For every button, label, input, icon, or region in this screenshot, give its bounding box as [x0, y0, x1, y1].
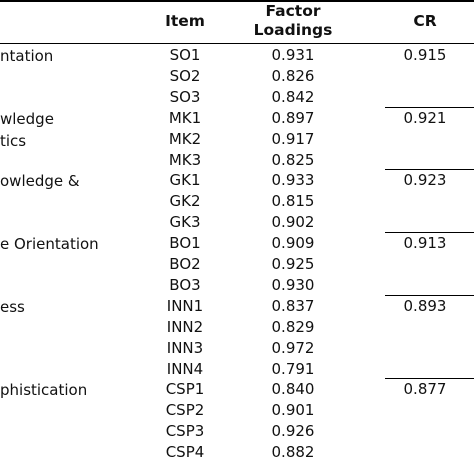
- header-cr: CR: [413, 12, 437, 30]
- group-separator: [385, 232, 474, 234]
- construct-label: tics: [0, 131, 27, 150]
- factor-loading-value: 0.930: [271, 275, 315, 294]
- item-code: CSP2: [165, 401, 205, 420]
- construct-label: phistication: [0, 381, 88, 400]
- factor-loading-value: 0.917: [271, 129, 315, 148]
- factor-loading-value: 0.972: [271, 338, 315, 357]
- item-code: GK1: [169, 171, 201, 190]
- cr-value: 0.913: [403, 234, 447, 253]
- factor-loading-value: 0.897: [271, 108, 315, 127]
- item-code: BO2: [169, 255, 201, 273]
- factor-loading-value: 0.931: [271, 46, 315, 64]
- factor-loading-value: 0.882: [271, 443, 315, 462]
- factor-loading-value: 0.825: [271, 150, 315, 169]
- cr-value: 0.921: [403, 108, 447, 127]
- factor-loading-value: 0.925: [271, 255, 315, 273]
- item-code: BO3: [169, 275, 201, 294]
- factor-loading-value: 0.902: [271, 213, 315, 232]
- cr-value: 0.915: [403, 46, 447, 64]
- factor-loading-value: 0.933: [271, 171, 315, 190]
- item-code: INN4: [166, 359, 204, 378]
- construct-label: ntation: [0, 47, 54, 65]
- factor-loading-value: 0.901: [271, 401, 315, 420]
- item-code: SO3: [169, 87, 201, 106]
- item-code: INN2: [166, 317, 204, 336]
- header-factor-loadings-line2: Loadings: [253, 21, 333, 39]
- group-separator: [385, 169, 474, 171]
- item-code: GK3: [169, 213, 201, 232]
- group-separator: [385, 294, 474, 296]
- header-rule: [0, 43, 474, 44]
- item-code: CSP3: [165, 422, 205, 441]
- table-top-rule: [0, 0, 474, 2]
- header-factor-loadings-line1: Factor: [265, 2, 321, 20]
- factor-loading-value: 0.837: [271, 296, 315, 315]
- construct-label: e Orientation: [0, 235, 99, 254]
- factor-loading-value: 0.840: [271, 380, 315, 399]
- item-code: INN1: [166, 296, 204, 315]
- item-code: SO2: [169, 66, 201, 85]
- factor-loading-value: 0.842: [271, 87, 315, 106]
- factor-loading-value: 0.815: [271, 192, 315, 211]
- cr-value: 0.877: [403, 380, 447, 399]
- item-code: SO1: [169, 46, 201, 64]
- header-item: Item: [165, 12, 205, 30]
- cr-value: 0.893: [403, 296, 447, 315]
- item-code: INN3: [166, 338, 204, 357]
- group-separator: [385, 106, 474, 108]
- item-code: MK2: [168, 129, 202, 148]
- cr-value: 0.923: [403, 171, 447, 190]
- item-code: CSP1: [165, 380, 205, 399]
- construct-label: owledge &: [0, 172, 80, 191]
- construct-label: ess: [0, 297, 25, 316]
- item-code: MK1: [168, 108, 202, 127]
- item-code: BO1: [169, 234, 201, 253]
- factor-loading-value: 0.826: [271, 66, 315, 85]
- header-factor-loadings: Factor Loadings: [238, 2, 348, 40]
- factor-loading-value: 0.791: [271, 359, 315, 378]
- factor-loading-value: 0.926: [271, 422, 315, 441]
- item-code: CSP4: [165, 443, 205, 462]
- construct-label: wledge: [0, 109, 54, 128]
- item-code: GK2: [169, 192, 201, 211]
- item-code: MK3: [168, 150, 202, 169]
- factor-loading-value: 0.829: [271, 317, 315, 336]
- factor-loading-value: 0.909: [271, 234, 315, 253]
- group-separator: [385, 378, 474, 380]
